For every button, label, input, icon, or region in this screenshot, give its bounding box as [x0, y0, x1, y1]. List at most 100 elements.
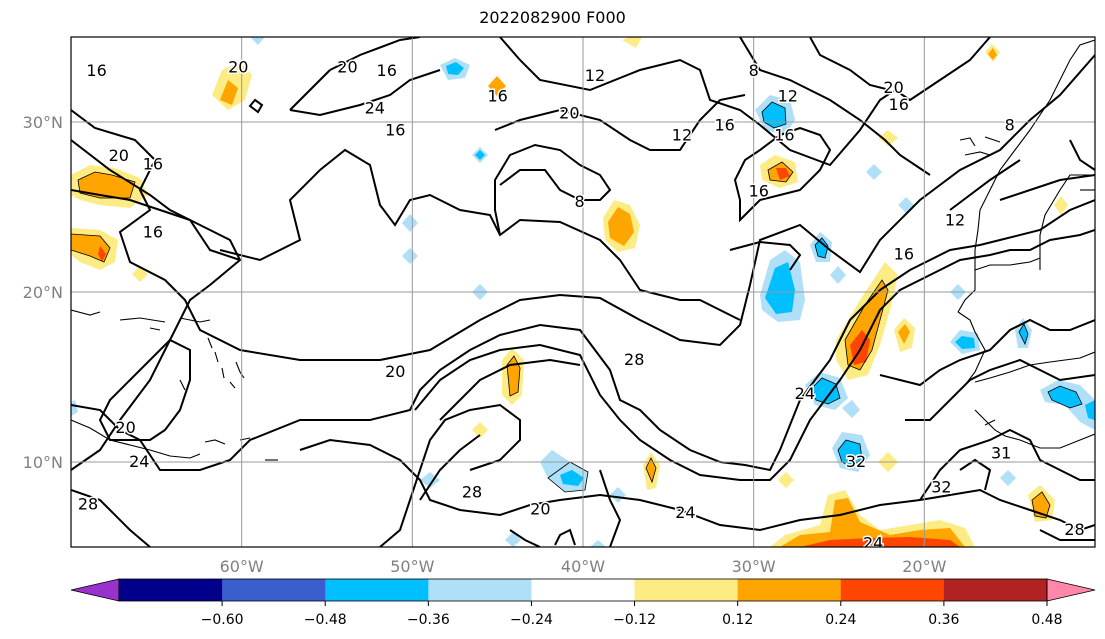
longitude-tick-label: 50°W: [390, 557, 434, 576]
negative-anomaly-region: [765, 262, 795, 314]
negative-anomaly-region: [250, 37, 265, 45]
colorbar-level-label: 0.36: [928, 612, 959, 628]
colorbar-level-label: −0.24: [510, 612, 553, 628]
contour-value-label: 20: [530, 500, 550, 519]
colorbar-level-label: 0.48: [1031, 612, 1062, 628]
contour-value-label: 20: [337, 58, 357, 77]
contour-value-label: 31: [991, 444, 1011, 463]
colorbar-swatch: [634, 579, 739, 601]
positive-anomaly-region: [776, 168, 790, 180]
positive-anomaly-region: [472, 422, 488, 438]
map-frame: [70, 36, 1096, 548]
negative-anomaly-region: [830, 266, 846, 284]
map-title: 2022082900 F000: [479, 8, 626, 27]
contour-value-label: 20: [228, 58, 248, 77]
contour-value-label: 16: [385, 121, 405, 140]
colorbar-swatch: [737, 579, 842, 601]
contour-value-label: 12: [672, 126, 692, 145]
contour-value-label: 16: [86, 61, 106, 80]
longitude-tick-labels: 60°W 50°W 40°W 30°W 20°W: [220, 557, 947, 576]
longitude-tick-label: 60°W: [220, 557, 264, 576]
longitude-tick-label: 30°W: [732, 557, 776, 576]
contour-value-label: 16: [143, 223, 163, 242]
negative-anomaly-region: [955, 336, 975, 349]
negative-anomaly-region: [505, 532, 521, 547]
colorbar-level-label: 0.24: [825, 612, 856, 628]
colorbar-frame: [118, 578, 1048, 602]
contour-value-label: 12: [585, 66, 605, 85]
contour-value-label: 8: [749, 61, 759, 80]
positive-anomaly-region: [98, 246, 106, 262]
positive-anomaly-region: [622, 37, 642, 48]
positive-anomaly-region: [780, 498, 965, 547]
positive-anomaly-region: [220, 80, 238, 105]
negative-anomaly-region: [838, 440, 862, 466]
contour-value-label: 32: [846, 452, 866, 471]
contour-value-label: 16: [749, 182, 769, 201]
contour-value-label: 12: [778, 87, 798, 106]
negative-anomaly-region: [475, 150, 485, 160]
contour-value-label: 20: [109, 146, 129, 165]
positive-anomaly-region: [608, 207, 634, 246]
contour-value-label: 24: [365, 98, 385, 117]
anomaly-outlines: [71, 101, 1083, 519]
negative-anomaly-region: [1085, 400, 1095, 420]
colorbar-swatch: [119, 579, 223, 601]
contour-value-label: 20: [115, 418, 135, 437]
contour-value-label: 8: [1005, 115, 1015, 134]
colorbar-level-label: −0.36: [407, 612, 450, 628]
positive-anomaly-region: [778, 472, 794, 488]
contour-value-label: 20: [559, 104, 579, 123]
positive-anomaly-region: [898, 324, 910, 344]
contour-value-label: 12: [945, 211, 965, 230]
contour-value-label: 24: [795, 384, 815, 403]
longitude-tick-label: 40°W: [561, 557, 605, 576]
negative-anomaly-region: [842, 400, 860, 418]
negative-anomaly-region: [402, 248, 418, 264]
contour-value-label: 8: [574, 192, 584, 211]
positive-anomaly-region: [488, 76, 506, 96]
contour-value-label: 20: [385, 362, 405, 381]
contour-value-label: 24: [863, 534, 883, 553]
contour-value-label: 16: [487, 87, 507, 106]
colorbar-level-label: −0.60: [201, 612, 244, 628]
negative-anomaly-region: [560, 470, 584, 486]
negative-anomaly-region: [446, 62, 464, 75]
negative-anomaly-region: [866, 164, 882, 180]
positive-anomaly-region: [988, 48, 997, 60]
colorbar-swatch: [222, 579, 326, 601]
colorbar-swatch: [325, 579, 429, 601]
negative-anomaly-region: [812, 378, 840, 404]
colorbar-swatch: [840, 579, 945, 601]
negative-anomaly-region: [1000, 470, 1016, 486]
colorbar: −0.60 −0.48 −0.36 −0.24 −0.12 0.12 0.24 0.36 0.4…: [70, 578, 1096, 628]
contour-value-label: 28: [624, 350, 644, 369]
contour-value-label: 16: [143, 155, 163, 174]
colorbar-level-label: −0.48: [304, 612, 347, 628]
shaded-anomalies: [71, 37, 1095, 547]
positive-anomaly-region: [800, 537, 960, 547]
colorbar-swatch: [428, 579, 532, 601]
contour-value-label: 16: [889, 95, 909, 114]
colorbar-extend-low: [70, 578, 120, 602]
positive-anomaly-region: [78, 172, 135, 198]
latitude-tick-label: 10°N: [23, 453, 63, 472]
colorbar-swatch: [943, 579, 1048, 601]
contour-value-label: 16: [894, 245, 914, 264]
contour-value-label: 28: [78, 495, 98, 514]
negative-anomaly-region: [1048, 386, 1082, 408]
latitude-tick-label: 30°N: [23, 113, 63, 132]
contour-value-label: 20: [883, 78, 903, 97]
contour-value-label: 24: [675, 503, 695, 522]
negative-anomaly-region: [71, 400, 78, 416]
negative-anomaly-region: [402, 214, 418, 232]
coastlines: [71, 39, 1095, 461]
positive-anomaly-region: [878, 130, 898, 146]
contour-value-label: 32: [931, 478, 951, 497]
contour-value-label: 16: [774, 126, 794, 145]
contour-lines: [71, 37, 1095, 547]
contour-value-label: 24: [129, 452, 149, 471]
negative-anomaly-region: [590, 540, 606, 547]
